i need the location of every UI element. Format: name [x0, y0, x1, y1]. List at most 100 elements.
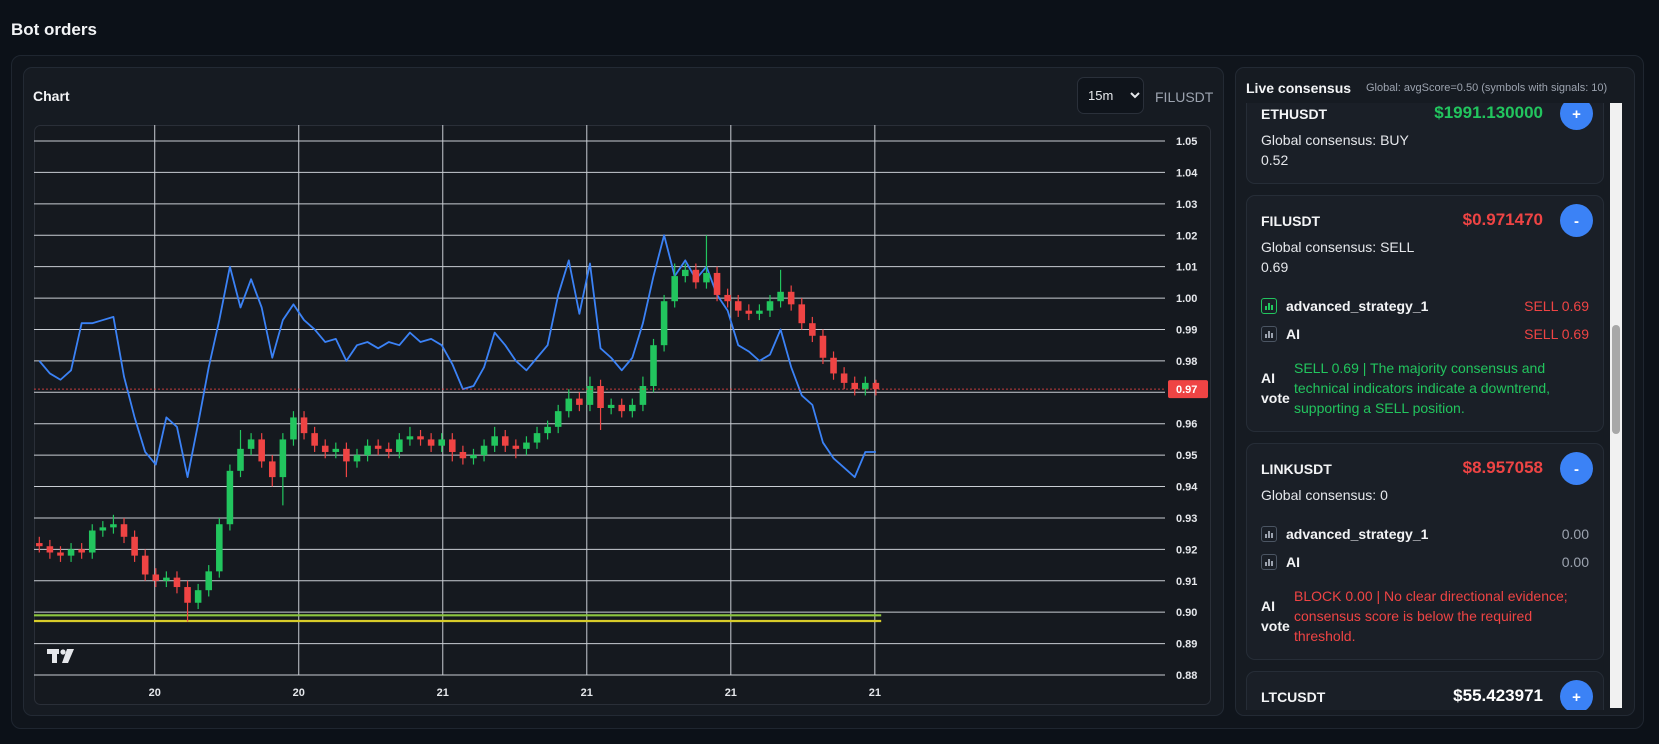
candle-body	[88, 530, 96, 553]
icon-bar	[1265, 562, 1267, 566]
card-action[interactable]: -	[1560, 452, 1593, 485]
last-price-badge	[1168, 380, 1208, 399]
grid	[34, 125, 1165, 676]
y-tick-label: 1.05	[1176, 136, 1197, 148]
candle-body	[533, 433, 541, 443]
overlay-line	[38, 234, 876, 479]
icon-bar	[1265, 306, 1267, 310]
candle-body	[290, 417, 297, 440]
x-tick-label: 20	[293, 687, 305, 699]
candle-body	[374, 445, 382, 449]
y-tick-label: 0.96	[1176, 419, 1197, 431]
candle-body	[745, 310, 753, 314]
candle-body	[565, 398, 573, 412]
chart-symbol: FILUSDT	[1155, 89, 1214, 105]
icon-bar	[1271, 561, 1273, 566]
candle-body	[650, 345, 657, 387]
symbol-card: LINKUSDT $8.957058- Global consensus: 0 adv…	[1246, 443, 1604, 660]
candle-body	[660, 301, 668, 346]
y-tick-label: 0.91	[1176, 576, 1197, 588]
signal-icon	[1261, 326, 1277, 342]
candle-body	[840, 373, 848, 383]
candle-body	[226, 470, 234, 525]
candle-body	[554, 411, 562, 427]
signal-row: advanced_strategy_1 0.00	[1261, 520, 1589, 548]
candle-body	[512, 445, 520, 449]
x-tick-label: 20	[149, 687, 161, 699]
candle-body	[724, 294, 731, 302]
ai-vote: AI vote BLOCK 0.00 | No clear directional…	[1261, 586, 1589, 646]
y-tick-label: 0.88	[1176, 670, 1197, 682]
candle-body	[438, 439, 445, 446]
candle-body	[364, 445, 371, 456]
candle-body	[152, 574, 160, 581]
y-tick-label: 0.98	[1176, 356, 1197, 368]
candle-body	[586, 386, 594, 405]
card-action[interactable]: -	[1560, 204, 1593, 237]
signal-name: advanced_strategy_1	[1286, 526, 1429, 542]
icon-bar	[1268, 531, 1270, 538]
y-tick-label: 0.90	[1176, 607, 1197, 619]
interval-select[interactable]: 15m	[1077, 77, 1144, 114]
signal-value: SELL 0.69	[1524, 326, 1589, 342]
card-action[interactable]: +	[1560, 680, 1593, 710]
card-consensus: Global consensus: BUY 0.52	[1261, 132, 1409, 168]
candle-body	[46, 546, 54, 553]
candle-body	[491, 436, 498, 446]
signals: advanced_strategy_1 0.00 AI 0.00	[1261, 520, 1589, 576]
candle-body	[258, 439, 265, 462]
candle-body	[501, 436, 509, 446]
candle-body	[809, 323, 816, 336]
icon-bar	[1268, 331, 1270, 338]
candle-body	[268, 461, 276, 478]
candle-body	[343, 448, 350, 462]
signal-value: SELL 0.69	[1524, 298, 1589, 314]
card-action[interactable]: +	[1560, 103, 1593, 130]
logo	[47, 649, 74, 663]
candle-body	[459, 451, 467, 459]
candle-body	[173, 577, 181, 588]
candle-body	[36, 543, 43, 547]
consensus-title: Live consensus	[1246, 80, 1352, 96]
card-price: $1991.130000	[1434, 103, 1543, 122]
chart-frame	[34, 125, 1211, 705]
candle-body	[131, 536, 138, 556]
y-tick-label: 1.01	[1176, 262, 1197, 274]
candle-body	[216, 524, 223, 572]
scrollbar-thumb[interactable]	[1612, 325, 1620, 434]
candle-body	[332, 448, 340, 452]
candle-body	[639, 386, 647, 405]
candle-body	[99, 527, 107, 531]
candle-body	[544, 426, 551, 434]
last-price-label: 0.97	[1176, 384, 1197, 396]
y-tick-label: 1.03	[1176, 199, 1197, 211]
card-price: $0.971470	[1462, 210, 1543, 229]
y-tick-label: 0.89	[1176, 639, 1197, 651]
candle-body	[385, 448, 393, 452]
chart-title: Chart	[33, 88, 70, 104]
candle-body	[629, 404, 636, 412]
icon-bar	[1265, 534, 1267, 538]
signal-value: 0.00	[1561, 526, 1589, 542]
candle-body	[618, 404, 626, 412]
candle-body	[427, 439, 435, 446]
candle-body	[713, 272, 721, 295]
candle-body	[449, 439, 456, 452]
consensus-list[interactable]: ETHUSDT $1991.130000 + Global consensus: BU…	[1246, 103, 1604, 710]
signal-icon	[1261, 554, 1277, 570]
signal-name: AI	[1286, 554, 1300, 570]
signals: advanced_strategy_1 SELL 0.69 AI SELL 0.69	[1261, 292, 1589, 348]
vote-text: BLOCK 0.00 | No clear directional eviden…	[1294, 588, 1568, 644]
card-symbol: ETHUSDT	[1261, 106, 1328, 122]
signal-icon	[1261, 298, 1277, 314]
candle-body	[830, 357, 837, 374]
y-tick-label: 0.99	[1176, 324, 1197, 336]
candle-body	[67, 549, 75, 556]
candle-body	[597, 386, 604, 409]
x-tick-label: 21	[581, 687, 593, 699]
symbol-card: ETHUSDT $1991.130000 + Global consensus: BU…	[1246, 103, 1604, 184]
symbol-card: LTCUSDT $55.423971 +	[1246, 671, 1604, 710]
candle-body	[872, 382, 880, 390]
vote-label: AI vote	[1261, 598, 1290, 634]
